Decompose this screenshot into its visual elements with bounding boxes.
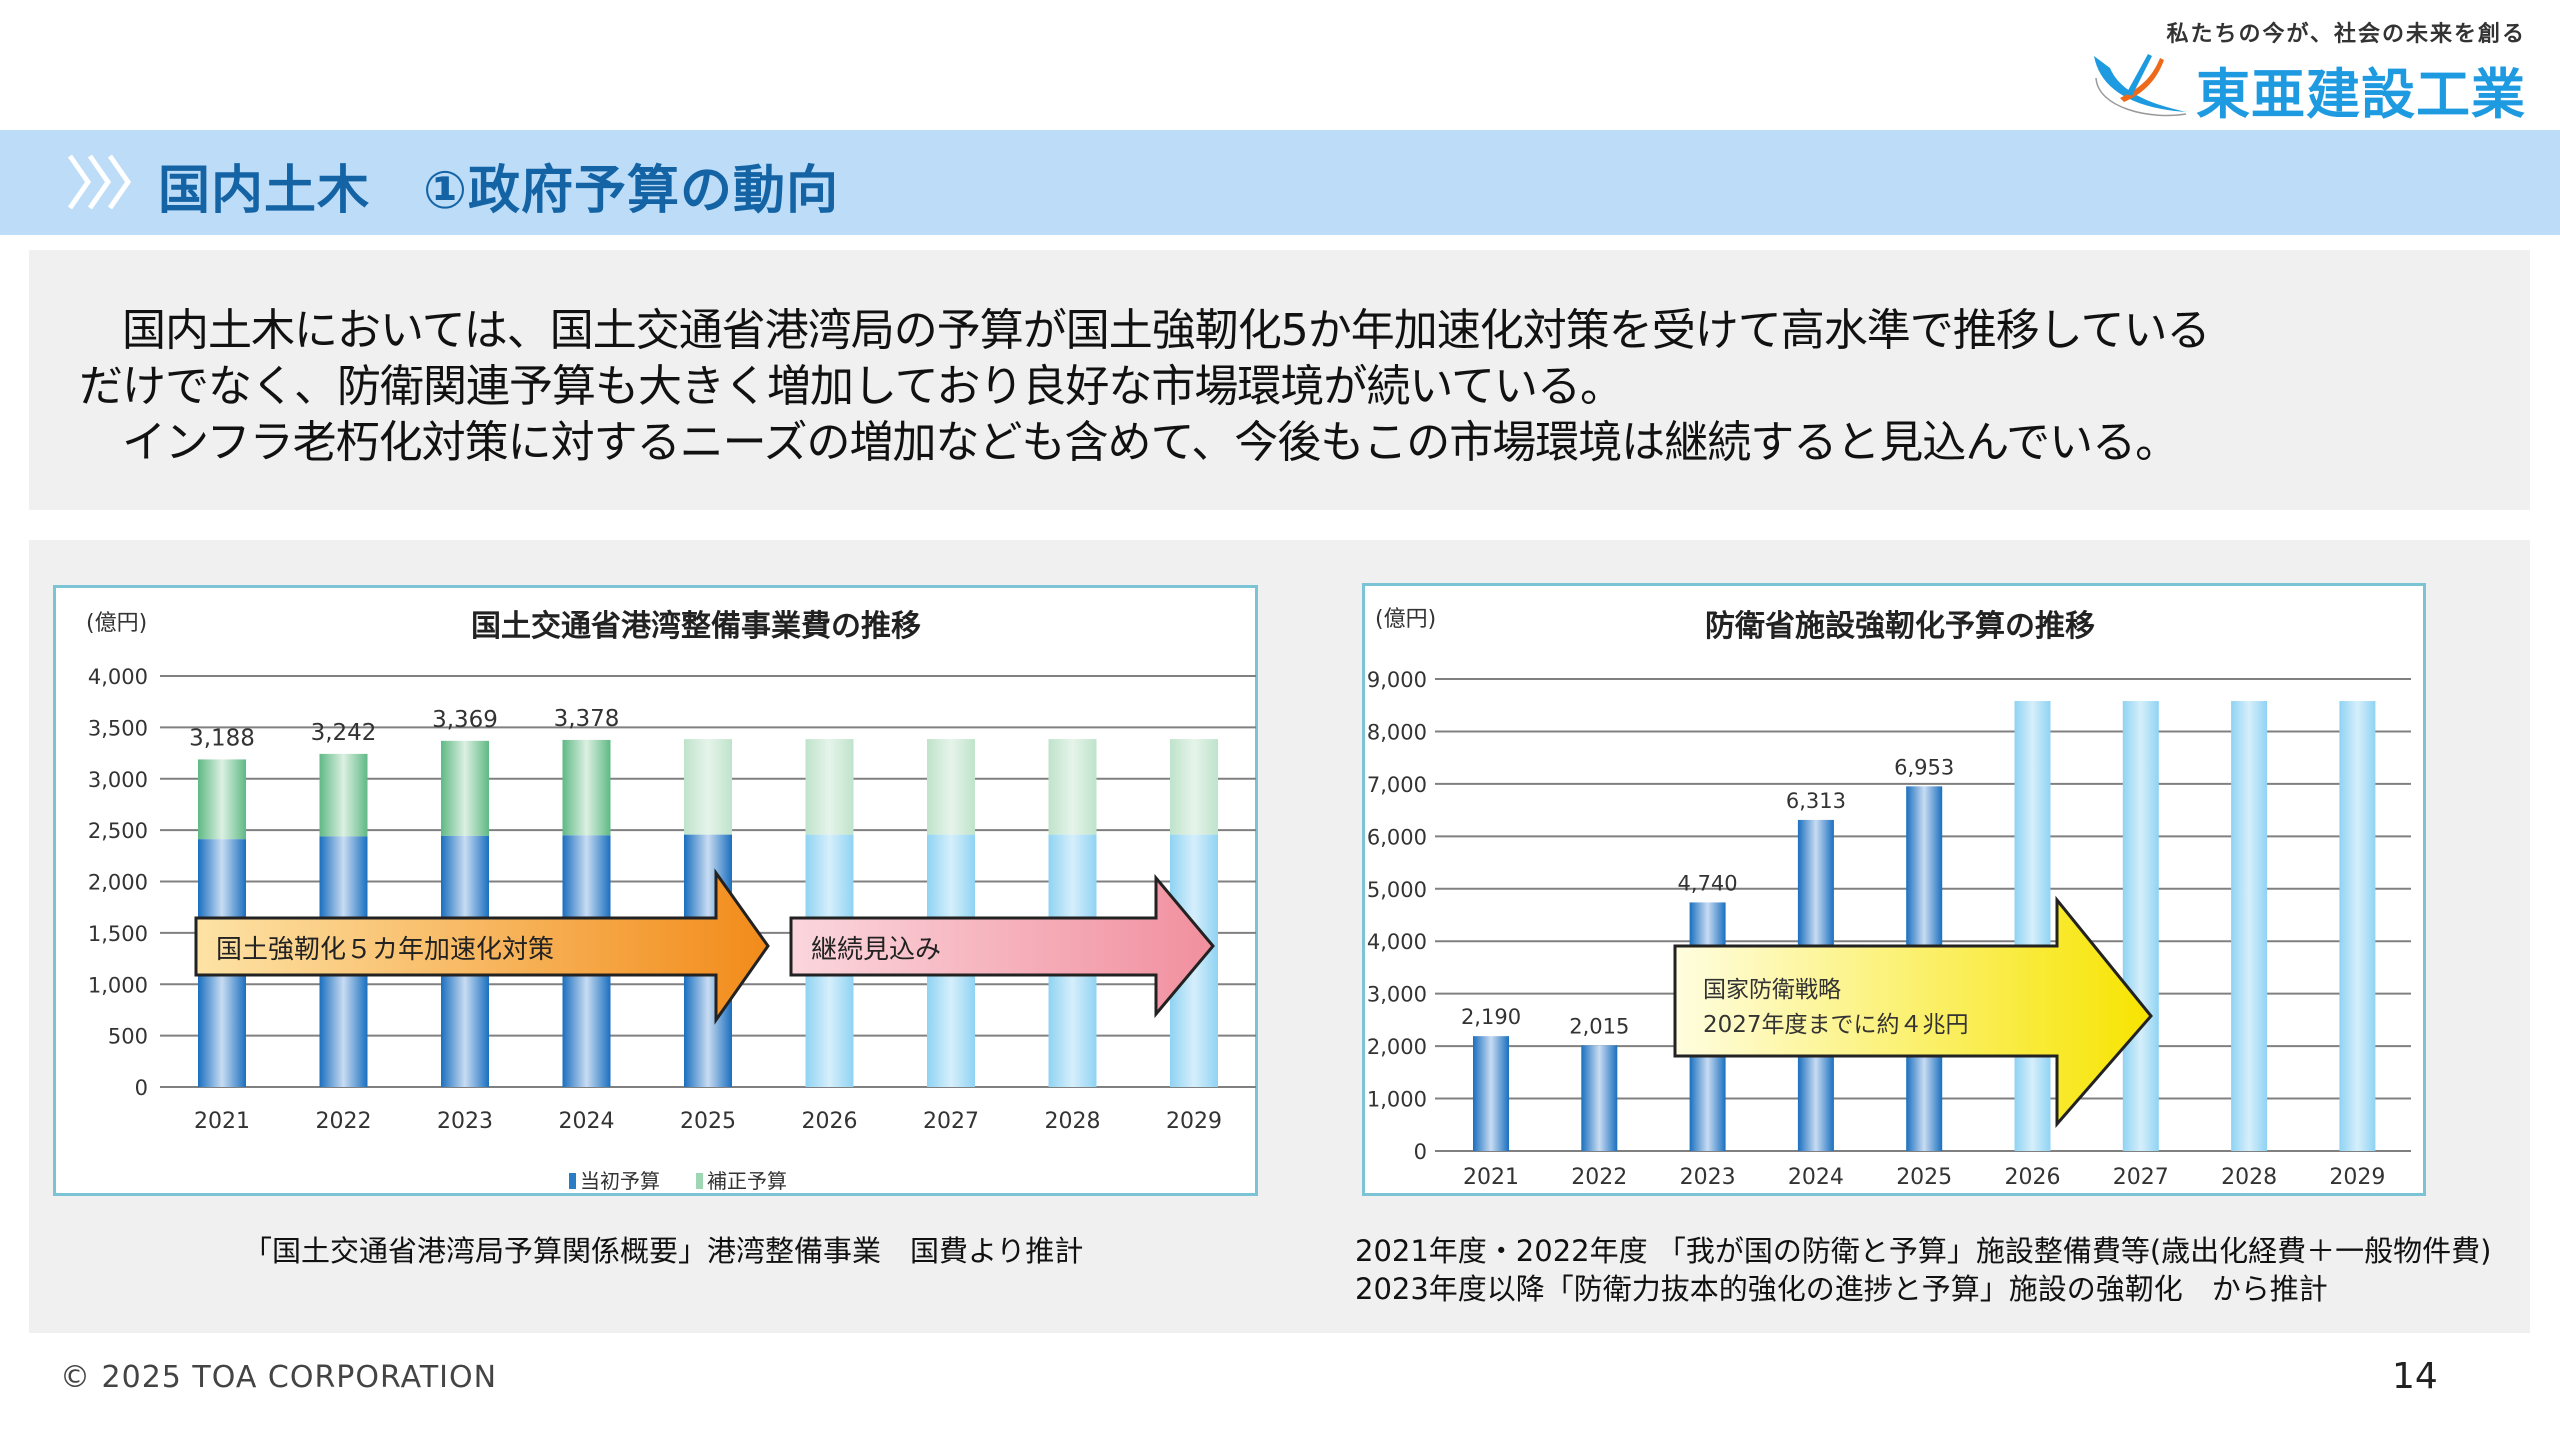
y-tick-label: 0: [135, 1076, 148, 1100]
x-tick-label: 2021: [1463, 1165, 1519, 1190]
y-tick-label: 0: [1414, 1140, 1427, 1164]
bar: [2339, 701, 2376, 1151]
legend-label-supplementary: 補正予算: [707, 1169, 787, 1193]
legend-swatch-supplementary: [696, 1173, 703, 1189]
chart-title: 国土交通省港湾整備事業費の推移: [471, 609, 921, 644]
company-tagline: 私たちの今が、社会の未来を創る: [2166, 22, 2526, 47]
defense-budget-chart-svg: (億円) 防衛省施設強靭化予算の推移 0 1,000 2,000 3,000 4,000 5,…: [1367, 607, 2411, 1190]
bar-supplementary: [927, 739, 975, 835]
y-tick-label: 5,000: [1367, 878, 1427, 902]
bar-value-label: 6,313: [1786, 789, 1846, 813]
y-tick-label: 3,000: [1367, 983, 1427, 1007]
arrow-annotation-continuation: [789, 873, 1215, 1019]
port-budget-chart: (億円) 国土交通省港湾整備事業費の推移 0 500 1,000 1,500 2,000 2,…: [53, 585, 1258, 1196]
chart-title: 防衛省施設強靭化予算の推移: [1705, 609, 2095, 644]
page-title: 国内土木 ①政府予算の動向: [158, 161, 840, 221]
bar-value-label: 4,740: [1678, 871, 1738, 895]
y-tick-label: 1,500: [88, 922, 148, 946]
bar-supplementary: [319, 753, 368, 837]
x-tick-label: 2029: [2329, 1165, 2385, 1190]
legend-swatch-initial: [569, 1173, 576, 1189]
x-tick-label: 2022: [1571, 1165, 1627, 1190]
bar-value-label: 2,190: [1461, 1005, 1521, 1029]
description-panel: 国内土木においては、国土交通省港湾局の予算が国土強靭化5か年加速化対策を受けて高…: [29, 250, 2530, 510]
defense-budget-chart: (億円) 防衛省施設強靭化予算の推移 0 1,000 2,000 3,000 4,000 5,…: [1362, 583, 2426, 1196]
port-budget-chart-svg: (億円) 国土交通省港湾整備事業費の推移 0 500 1,000 1,500 2,000 2,…: [86, 609, 1256, 1193]
y-tick-label: 1,000: [88, 973, 148, 997]
x-tick-label: 2029: [1166, 1109, 1222, 1134]
y-tick-label: 9,000: [1367, 668, 1427, 692]
bar-value-label: 2,015: [1569, 1014, 1629, 1038]
company-name: 東亜建設工業: [2196, 63, 2526, 126]
y-tick-label: 2,500: [88, 819, 148, 843]
bar-total-label: 3,242: [311, 720, 377, 746]
x-tick-label: 2024: [559, 1109, 615, 1134]
x-tick-label: 2027: [923, 1109, 979, 1134]
x-tick-label: 2022: [316, 1109, 372, 1134]
bar-total-label: 3,378: [554, 706, 620, 732]
x-tick-label: 2025: [1896, 1165, 1952, 1190]
y-tick-label: 500: [108, 1025, 148, 1049]
y-axis-unit-label: (億円): [86, 611, 147, 636]
bar: [1473, 1036, 1509, 1151]
bar: [2014, 701, 2051, 1151]
x-tick-label: 2026: [2005, 1165, 2061, 1190]
x-tick-label: 2023: [1680, 1165, 1736, 1190]
source-note-right-2: 2023年度以降「防衛力抜本的強化の進捗と予算」施設の強靭化 から推計: [1355, 1272, 2328, 1306]
x-tick-label: 2025: [680, 1109, 736, 1134]
toa-bird-logo-icon: [2094, 54, 2187, 117]
arrow-annotation-label: 継続見込み: [811, 935, 941, 965]
legend-label-initial: 当初予算: [580, 1169, 660, 1193]
arrow-annotation-label: 国土強靭化５カ年加速化対策: [216, 935, 554, 965]
bar-total-label: 3,188: [189, 725, 255, 751]
y-axis-unit-label: (億円): [1375, 607, 1436, 632]
y-tick-label: 2,000: [1367, 1035, 1427, 1059]
bar: [2122, 701, 2159, 1151]
description-line-2: だけでなく、防衛関連予算も大きく増加しており良好な市場環境が続いている。: [79, 361, 1624, 412]
y-tick-label: 6,000: [1367, 825, 1427, 849]
arrow-annotation-label: 2027年度までに約４兆円: [1703, 1012, 1969, 1038]
y-tick-label: 1,000: [1367, 1088, 1427, 1112]
bar-supplementary: [1048, 739, 1097, 835]
x-tick-label: 2026: [802, 1109, 858, 1134]
bar-supplementary: [684, 739, 732, 835]
bar-supplementary: [805, 739, 854, 835]
y-tick-label: 3,000: [88, 768, 148, 792]
bar: [2231, 701, 2268, 1151]
bar-total-label: 3,369: [432, 707, 498, 733]
description-line-1: 国内土木においては、国土交通省港湾局の予算が国土強靭化5か年加速化対策を受けて高…: [79, 305, 2211, 356]
arrow-annotation-5yr-plan: [194, 868, 770, 1025]
triple-chevron-icon: [67, 154, 132, 210]
bar-supplementary: [562, 739, 611, 836]
x-tick-label: 2028: [2221, 1165, 2277, 1190]
source-note-left: 「国土交通省港湾局予算関係概要」港湾整備事業 国費より推計: [243, 1234, 1084, 1268]
x-tick-label: 2028: [1045, 1109, 1101, 1134]
y-tick-label: 4,000: [1367, 930, 1427, 954]
bar: [1581, 1045, 1618, 1151]
arrow-annotation-defense-strategy: [1673, 895, 2153, 1129]
x-tick-label: 2021: [194, 1109, 250, 1134]
bar-value-label: 6,953: [1894, 755, 1954, 779]
description-line-3: インフラ老朽化対策に対するニーズの増加なども含めて、今後もこの市場環境は継続する…: [79, 417, 2179, 468]
bar-supplementary: [1170, 739, 1218, 835]
source-note-right-1: 2021年度・2022年度 「我が国の防衛と予算」施設整備費等(歳出化経費＋一般…: [1355, 1234, 2492, 1268]
x-tick-label: 2027: [2113, 1165, 2169, 1190]
section-title-bar: 国内土木 ①政府予算の動向: [0, 130, 2560, 235]
bar-supplementary: [441, 740, 489, 836]
x-tick-label: 2023: [437, 1109, 493, 1134]
y-tick-label: 7,000: [1367, 773, 1427, 797]
company-logo: 私たちの今が、社会の未来を創る 東亜建設工業: [2090, 12, 2530, 126]
y-tick-label: 8,000: [1367, 720, 1427, 744]
bar-supplementary: [198, 759, 246, 840]
copyright: © 2025 TOA CORPORATION: [60, 1360, 498, 1395]
y-tick-label: 4,000: [88, 665, 148, 689]
y-tick-label: 2,000: [88, 871, 148, 895]
arrow-annotation-label: 国家防衛戦略: [1703, 977, 1841, 1003]
x-tick-label: 2024: [1788, 1165, 1844, 1190]
page-number: 14: [2392, 1356, 2438, 1397]
y-tick-label: 3,500: [88, 716, 148, 740]
